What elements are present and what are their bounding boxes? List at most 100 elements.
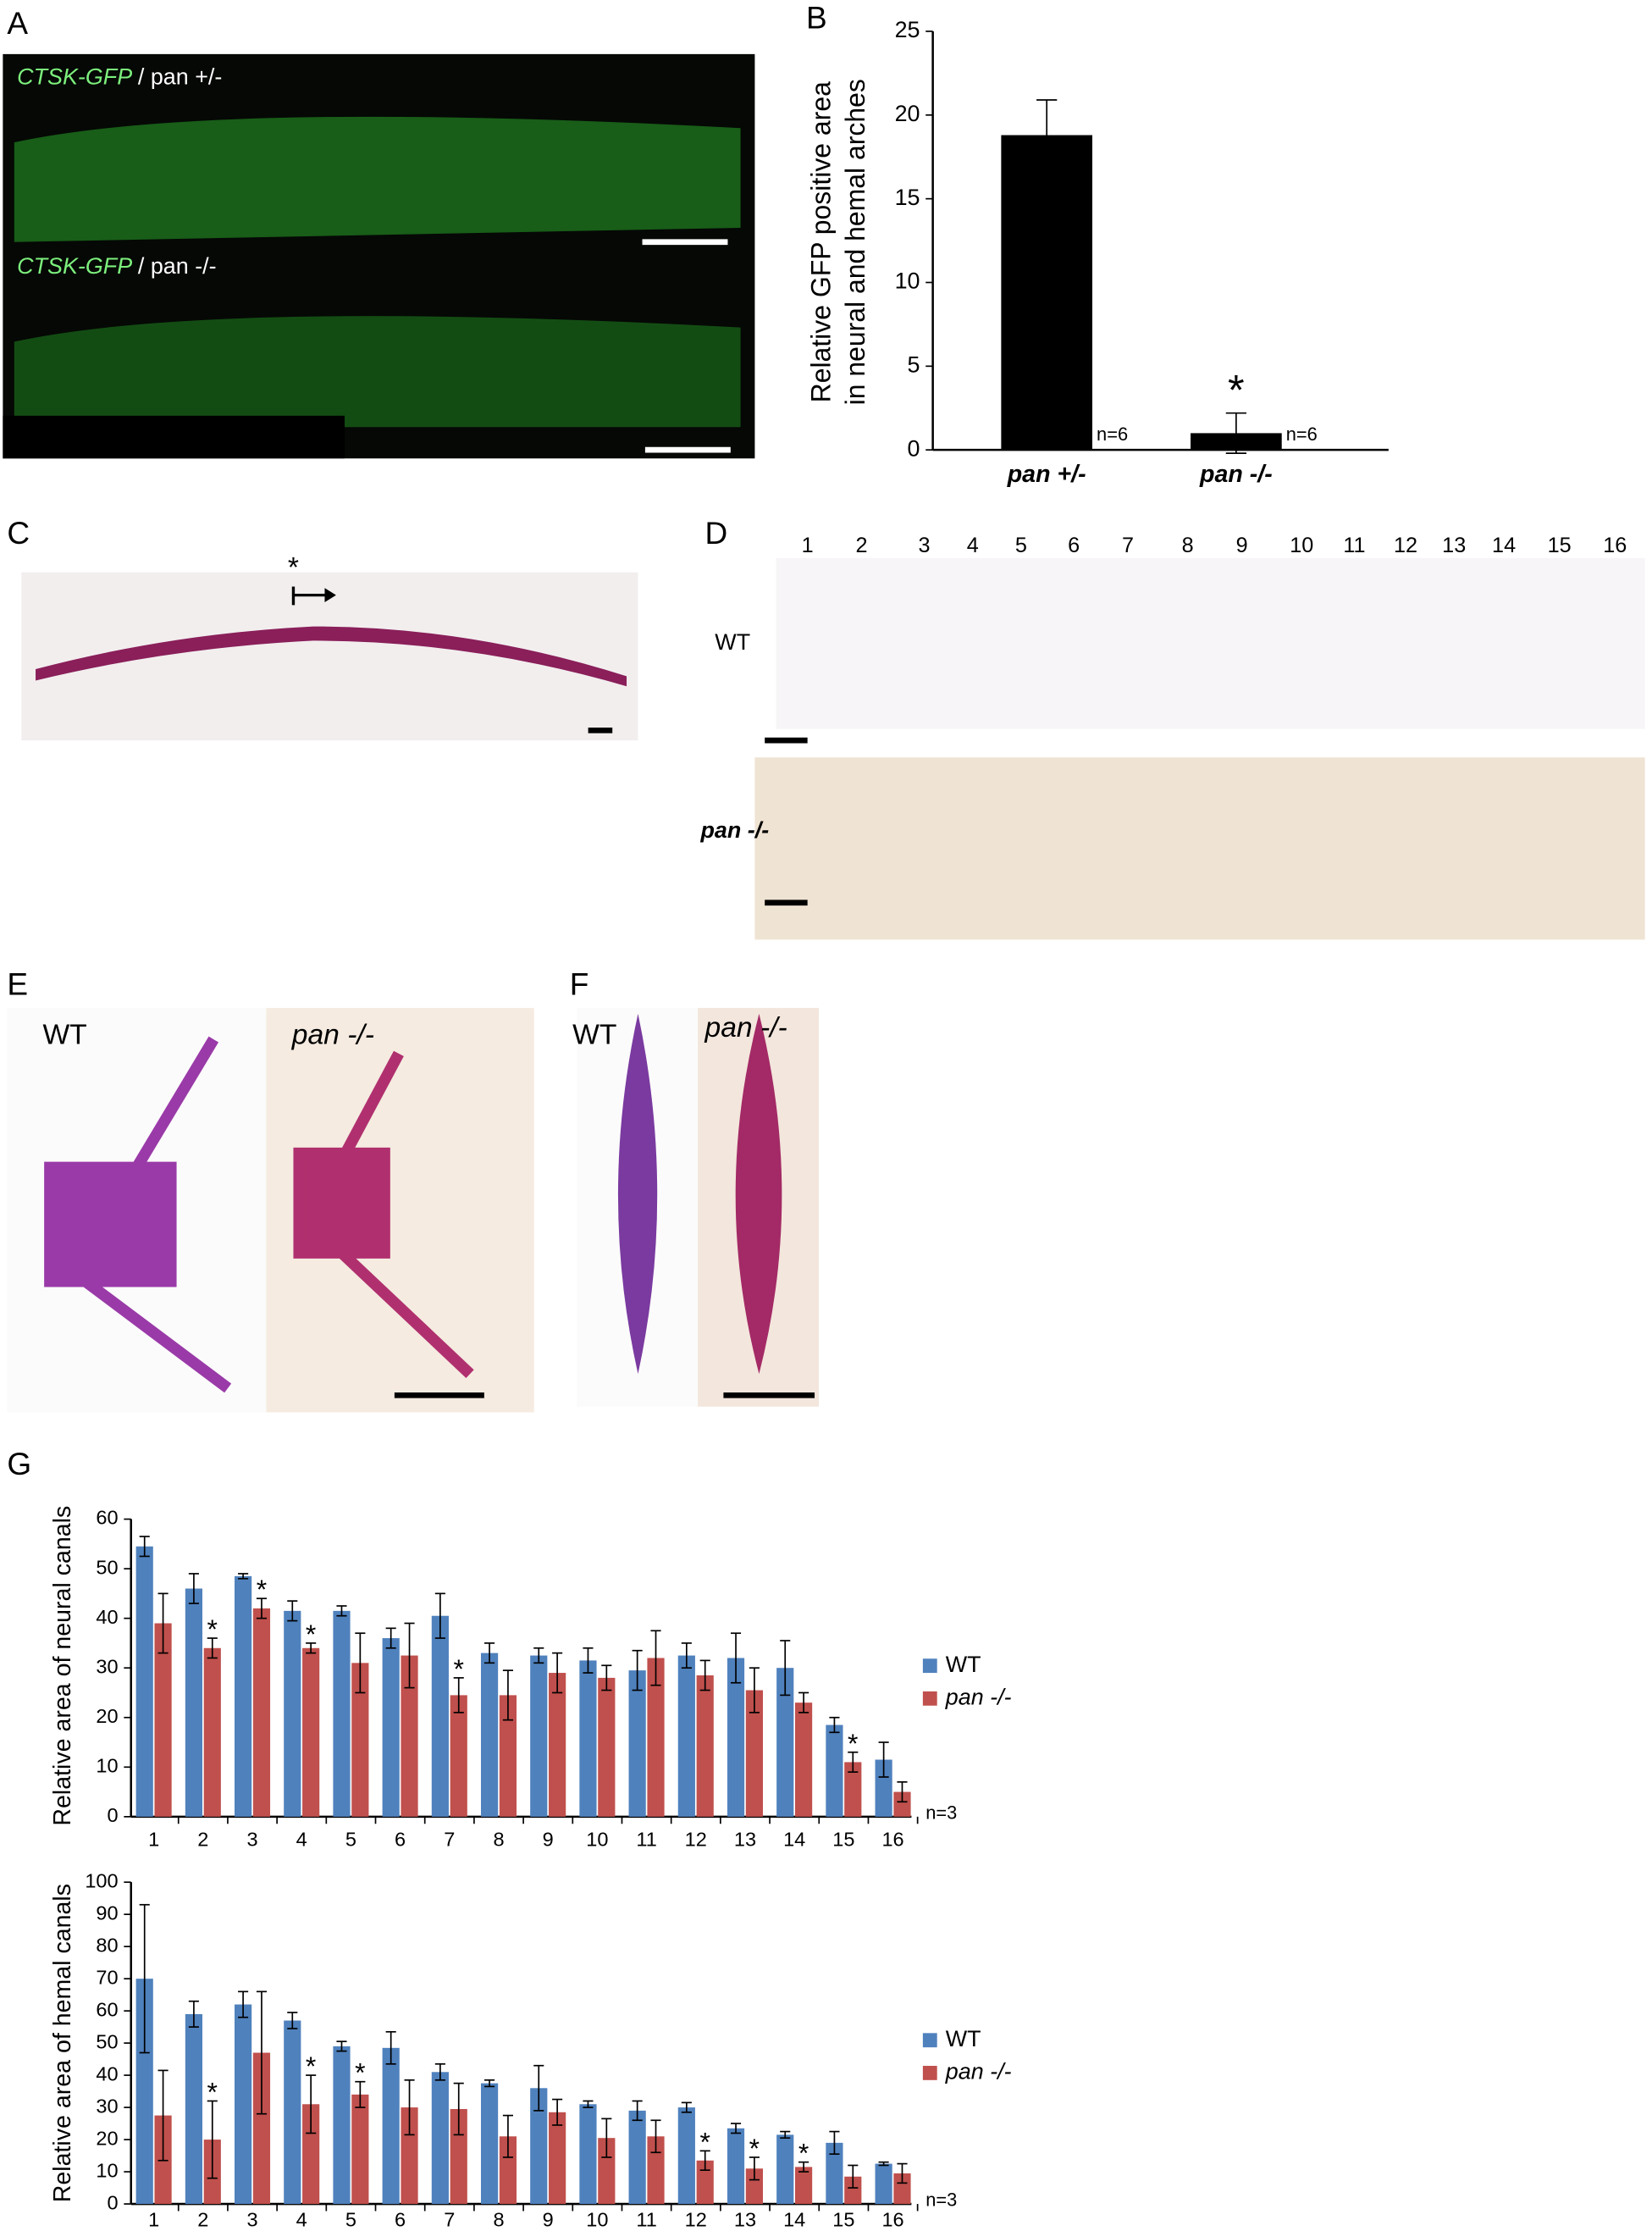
image-label: WT xyxy=(572,1020,616,1051)
bar xyxy=(154,1623,172,1817)
bar xyxy=(302,2104,320,2205)
column-label: 15 xyxy=(1548,534,1572,557)
significance-marker: * xyxy=(699,2126,710,2156)
bar xyxy=(826,1724,843,1817)
column-label: 4 xyxy=(967,534,979,557)
error-bar xyxy=(287,2012,298,2029)
error-bar xyxy=(355,1632,366,1694)
error-bar xyxy=(453,1677,464,1713)
bar xyxy=(431,2072,449,2205)
bar xyxy=(135,1979,153,2205)
x-tick-label: 9 xyxy=(543,1829,554,1851)
bar xyxy=(351,2094,369,2205)
error-bar xyxy=(1225,412,1246,454)
image-gap xyxy=(3,415,345,459)
error-bar xyxy=(453,2082,464,2136)
y-tick-label: 80 xyxy=(96,1934,118,1956)
error-bar xyxy=(583,1647,594,1674)
bar xyxy=(893,1791,911,1817)
bar xyxy=(235,1575,252,1817)
y-tick-label: 100 xyxy=(85,1869,118,1891)
x-tick-label: 14 xyxy=(783,2208,805,2230)
error-bar xyxy=(336,1605,347,1617)
error-bar xyxy=(404,1622,415,1689)
panel-letter: E xyxy=(7,967,28,1002)
error-bar xyxy=(484,1642,495,1664)
x-tick-label: 15 xyxy=(832,2208,854,2230)
y-tick-label: 0 xyxy=(908,435,920,461)
legend-label: WT xyxy=(946,1652,981,1677)
error-bar xyxy=(207,2100,218,2179)
error-bar xyxy=(650,2119,661,2154)
error-bar xyxy=(848,1751,859,1773)
x-tick-label: 5 xyxy=(345,1829,356,1851)
error-bar xyxy=(207,1637,218,1659)
x-tick-label: 2 xyxy=(197,2208,208,2230)
bar xyxy=(727,2128,745,2205)
x-tick-label: 16 xyxy=(881,2208,903,2230)
x-tick-label: 5 xyxy=(345,2208,356,2230)
gfp-signal xyxy=(14,116,741,242)
error-bar xyxy=(829,2130,840,2156)
error-bar xyxy=(897,1781,908,1803)
significance-marker: * xyxy=(355,2057,365,2088)
x-tick-label: 7 xyxy=(444,1829,455,1851)
error-bar xyxy=(484,2079,495,2088)
y-tick-label: 0 xyxy=(107,2191,118,2213)
bar xyxy=(598,1677,616,1817)
y-tick-label: 20 xyxy=(96,1705,118,1727)
error-bar xyxy=(749,1667,760,1713)
sample-size: n=3 xyxy=(925,1802,957,1823)
image-label: CTSK-GFP / pan +/- xyxy=(17,64,222,90)
error-bar xyxy=(749,2156,760,2181)
sample-size: n=3 xyxy=(925,2189,957,2210)
vertebra xyxy=(735,1013,782,1375)
vertebrae-image xyxy=(754,757,1645,940)
bar xyxy=(795,1702,813,1817)
bar xyxy=(530,1655,548,1817)
bar xyxy=(235,2004,252,2205)
error-bar xyxy=(878,2161,889,2167)
bar xyxy=(185,2013,202,2205)
bar xyxy=(844,2176,862,2205)
y-tick-label: 50 xyxy=(96,2030,118,2052)
spine xyxy=(36,626,627,687)
bar xyxy=(185,1588,202,1817)
x-tick-label: 2 xyxy=(197,1829,208,1851)
bar xyxy=(351,1663,369,1817)
y-tick-label: 20 xyxy=(895,101,920,126)
bar xyxy=(745,2168,763,2205)
error-bar xyxy=(533,2064,544,2112)
error-bar xyxy=(502,2114,513,2158)
significance-marker: * xyxy=(306,2051,316,2081)
error-bar xyxy=(552,2098,563,2126)
bar xyxy=(795,2167,813,2205)
error-bar xyxy=(897,2162,908,2184)
column-label: 12 xyxy=(1394,534,1417,557)
error-bar xyxy=(336,2040,347,2052)
bar xyxy=(480,1652,499,1817)
x-tick-label: 1 xyxy=(148,1829,159,1851)
panel-letter: G xyxy=(7,1447,31,1481)
panel-letter: C xyxy=(7,516,30,551)
error-bar xyxy=(730,2123,742,2134)
error-bar xyxy=(650,1630,661,1686)
y-tick-label: 15 xyxy=(895,185,920,210)
error-bar xyxy=(780,1640,791,1697)
bar xyxy=(382,1638,400,1817)
error-bar xyxy=(502,1669,513,1721)
bar xyxy=(776,1668,794,1817)
error-bar xyxy=(188,1573,199,1604)
error-bar xyxy=(798,1691,809,1713)
x-tick-label: 12 xyxy=(685,2208,707,2230)
arrow-head xyxy=(324,588,336,603)
bar xyxy=(450,2108,467,2205)
column-label: 5 xyxy=(1015,534,1027,557)
column-label: 2 xyxy=(856,534,868,557)
y-axis-label: Relative area of hemal canals xyxy=(49,1884,76,2202)
bar xyxy=(302,1647,320,1817)
bar xyxy=(579,2104,597,2205)
legend-swatch xyxy=(922,1691,937,1706)
y-tick-label: 70 xyxy=(96,1966,118,1988)
